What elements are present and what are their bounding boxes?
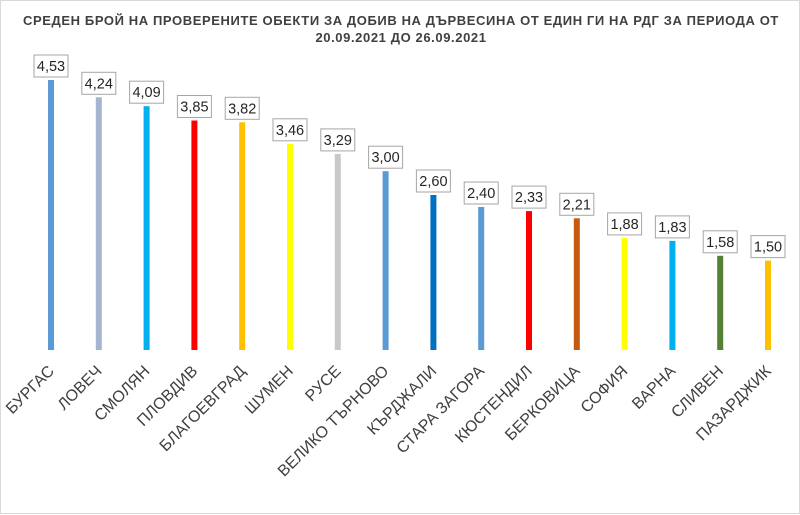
- bar-3: [143, 106, 150, 350]
- data-label-box-12: [559, 192, 595, 216]
- data-label-box-13: [607, 212, 643, 236]
- bar-13: [621, 237, 628, 350]
- data-label-box-9: [415, 169, 451, 193]
- bar-8: [382, 171, 389, 350]
- category-label-7: РУСЕ: [302, 363, 344, 405]
- chart-title-line-2: 20.09.2021 ДО 26.09.2021: [315, 30, 486, 45]
- bar-12: [573, 218, 580, 350]
- category-label-5: БЛАГОЕВГРАД: [157, 363, 249, 455]
- data-label-16: 1,50: [754, 240, 782, 256]
- bar-16: [765, 260, 771, 350]
- data-label-box-3: [129, 80, 165, 104]
- data-label-5: 3,82: [228, 101, 256, 117]
- category-label-10: СТАРА ЗАГОРА: [394, 363, 489, 458]
- bar-1: [48, 80, 54, 350]
- data-label-11: 2,33: [515, 190, 543, 206]
- data-label-6: 3,46: [276, 123, 304, 139]
- data-label-10: 2,40: [467, 186, 495, 202]
- data-label-box-8: [368, 145, 404, 169]
- data-label-14: 1,83: [658, 220, 686, 236]
- data-label-box-14: [654, 215, 690, 239]
- bar-6: [287, 143, 293, 350]
- category-label-13: СОФИЯ: [578, 363, 632, 417]
- data-label-box-6: [272, 118, 308, 142]
- bar-9: [430, 195, 437, 350]
- bar-2: [95, 97, 102, 350]
- data-label-1: 4,53: [37, 59, 65, 75]
- bar-10: [478, 207, 485, 350]
- data-label-2: 4,24: [85, 76, 113, 92]
- data-label-box-1: [33, 54, 69, 78]
- data-label-9: 2,60: [419, 174, 447, 190]
- data-label-box-15: [702, 230, 738, 254]
- category-label-6: ШУМЕН: [242, 363, 297, 418]
- bar-5: [239, 122, 246, 350]
- data-label-box-7: [320, 128, 356, 152]
- data-label-box-5: [224, 96, 260, 120]
- bar-series: [48, 80, 771, 350]
- data-label-box-16: [750, 235, 786, 259]
- category-axis-labels: БУРГАСЛОВЕЧСМОЛЯНПЛОВДИВБЛАГОЕВГРАДШУМЕН…: [3, 362, 775, 480]
- category-label-1: БУРГАС: [3, 363, 58, 418]
- data-label-box-2: [81, 71, 117, 95]
- bar-14: [669, 240, 676, 350]
- data-label-box-10: [463, 181, 499, 205]
- bar-11: [526, 211, 532, 350]
- data-label-box-11: [511, 185, 547, 209]
- data-label-3: 4,09: [132, 85, 160, 101]
- data-labels: 4,53 4,24 4,09 3,85 3,82 3,46 3,29 3,00 2,60 2,40…: [33, 54, 786, 259]
- data-label-4: 3,85: [180, 100, 208, 116]
- bar-7: [334, 153, 341, 350]
- data-label-13: 1,88: [610, 217, 638, 233]
- data-label-12: 2,21: [563, 197, 591, 213]
- data-label-15: 1,58: [706, 235, 734, 251]
- data-label-8: 3,00: [371, 150, 399, 166]
- bar-4: [191, 120, 198, 350]
- chart-title-line-1: СРЕДЕН БРОЙ НА ПРОВЕРЕНИТЕ ОБЕКТИ ЗА ДОБ…: [23, 13, 779, 28]
- data-label-7: 3,29: [324, 133, 352, 149]
- bar-15: [717, 255, 724, 350]
- data-label-box-4: [176, 95, 212, 118]
